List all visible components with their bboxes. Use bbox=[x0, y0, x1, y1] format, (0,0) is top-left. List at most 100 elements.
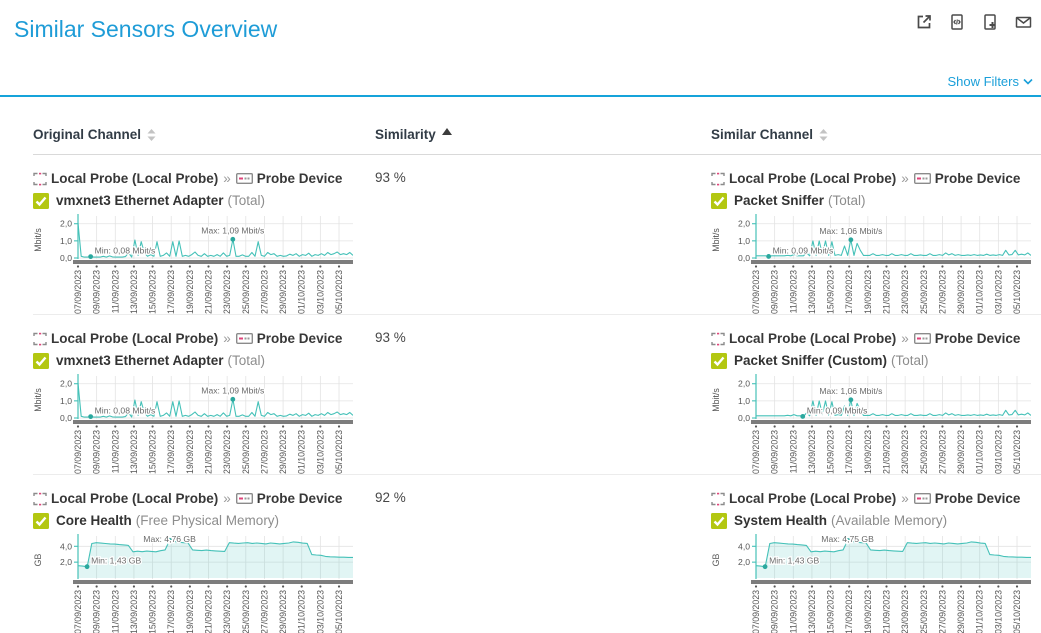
column-header-similar-channel[interactable]: Similar Channel bbox=[711, 127, 1041, 142]
svg-text:15/09/2023: 15/09/2023 bbox=[826, 270, 836, 314]
table-body: Local Probe (Local Probe) » Probe Device bbox=[33, 155, 1041, 633]
svg-text:13/09/2023: 13/09/2023 bbox=[807, 270, 817, 314]
svg-text:07/09/2023: 07/09/2023 bbox=[751, 590, 761, 633]
breadcrumb: Local Probe (Local Probe) » Probe Device bbox=[33, 490, 375, 507]
device-name[interactable]: Probe Device bbox=[934, 331, 1021, 346]
breadcrumb-separator: » bbox=[901, 491, 909, 506]
svg-text:GB: GB bbox=[33, 554, 43, 567]
breadcrumb-separator: » bbox=[223, 331, 231, 346]
probe-name[interactable]: Local Probe (Local Probe) bbox=[729, 171, 897, 186]
device-name[interactable]: Probe Device bbox=[256, 171, 343, 186]
device-name[interactable]: Probe Device bbox=[256, 491, 343, 506]
email-icon bbox=[1014, 13, 1033, 31]
sensor-name[interactable]: vmxnet3 Ethernet Adapter bbox=[56, 193, 224, 208]
svg-text:0,0: 0,0 bbox=[738, 253, 750, 263]
sort-asc-icon bbox=[441, 128, 452, 135]
probe-name[interactable]: Local Probe (Local Probe) bbox=[729, 331, 897, 346]
svg-text:07/09/2023: 07/09/2023 bbox=[751, 270, 761, 314]
mini-graph[interactable]: 07/09/2023 09/09/2023 11/09/2023 13/09/2023… bbox=[711, 372, 1031, 475]
svg-text:27/09/2023: 27/09/2023 bbox=[259, 430, 269, 474]
sensor-name[interactable]: System Health bbox=[734, 513, 828, 528]
svg-text:1,0: 1,0 bbox=[60, 236, 72, 246]
open-external-button[interactable] bbox=[914, 12, 934, 32]
column-header-similarity[interactable]: Similarity bbox=[375, 127, 711, 142]
mini-graph[interactable]: 07/09/2023 09/09/2023 11/09/2023 13/09/2023… bbox=[711, 212, 1031, 315]
sensor-name[interactable]: Packet Sniffer bbox=[734, 193, 825, 208]
svg-text:25/09/2023: 25/09/2023 bbox=[241, 430, 251, 474]
sensor-ok-icon bbox=[711, 192, 727, 209]
channel-name: (Free Physical Memory) bbox=[135, 513, 280, 528]
device-icon bbox=[235, 493, 253, 504]
svg-text:17/09/2023: 17/09/2023 bbox=[166, 270, 176, 314]
column-header-original-channel[interactable]: Original Channel bbox=[33, 127, 375, 142]
svg-text:Mbit/s: Mbit/s bbox=[711, 228, 721, 252]
svg-text:15/09/2023: 15/09/2023 bbox=[148, 270, 158, 314]
device-icon bbox=[913, 333, 931, 344]
similarity-cell: 93 % bbox=[375, 330, 711, 474]
probe-icon bbox=[33, 172, 47, 186]
sensor-name[interactable]: vmxnet3 Ethernet Adapter bbox=[56, 353, 224, 368]
svg-text:01/10/2023: 01/10/2023 bbox=[975, 590, 985, 633]
svg-text:09/09/2023: 09/09/2023 bbox=[92, 430, 102, 474]
svg-text:0,0: 0,0 bbox=[60, 413, 72, 423]
svg-text:Mbit/s: Mbit/s bbox=[33, 388, 43, 412]
svg-text:2,0: 2,0 bbox=[738, 379, 750, 389]
similar-channel-cell: Local Probe (Local Probe) » Probe Device bbox=[711, 170, 1041, 315]
svg-text:03/10/2023: 03/10/2023 bbox=[315, 590, 325, 633]
sort-both-icon bbox=[819, 128, 828, 141]
breadcrumb: Local Probe (Local Probe) » Probe Device bbox=[711, 330, 1041, 347]
svg-text:4,0: 4,0 bbox=[60, 541, 72, 551]
svg-text:17/09/2023: 17/09/2023 bbox=[844, 430, 854, 474]
svg-text:11/09/2023: 11/09/2023 bbox=[110, 430, 120, 473]
svg-text:21/09/2023: 21/09/2023 bbox=[882, 590, 892, 633]
mini-graph[interactable]: 07/09/2023 09/09/2023 11/09/2023 13/09/2023… bbox=[711, 532, 1031, 633]
svg-text:13/09/2023: 13/09/2023 bbox=[129, 430, 139, 474]
svg-text:Mbit/s: Mbit/s bbox=[33, 228, 43, 252]
sensor-ok-icon bbox=[711, 512, 727, 529]
svg-text:2,0: 2,0 bbox=[60, 379, 72, 389]
svg-text:09/09/2023: 09/09/2023 bbox=[92, 270, 102, 314]
add-report-button[interactable] bbox=[980, 12, 1000, 32]
xml-view-button[interactable] bbox=[947, 12, 967, 32]
mini-graph[interactable]: 07/09/2023 09/09/2023 11/09/2023 13/09/2023… bbox=[33, 212, 353, 315]
device-name[interactable]: Probe Device bbox=[934, 491, 1021, 506]
probe-name[interactable]: Local Probe (Local Probe) bbox=[51, 331, 219, 346]
device-name[interactable]: Probe Device bbox=[256, 331, 343, 346]
channel-name: (Available Memory) bbox=[831, 513, 948, 528]
probe-icon bbox=[33, 332, 47, 346]
svg-text:23/09/2023: 23/09/2023 bbox=[900, 430, 910, 474]
table-header-row: Original Channel Similarity Similar Chan… bbox=[33, 97, 1041, 155]
svg-text:19/09/2023: 19/09/2023 bbox=[185, 270, 195, 314]
probe-name[interactable]: Local Probe (Local Probe) bbox=[729, 491, 897, 506]
email-button[interactable] bbox=[1013, 12, 1033, 32]
device-name[interactable]: Probe Device bbox=[934, 171, 1021, 186]
svg-text:29/09/2023: 29/09/2023 bbox=[278, 270, 288, 314]
probe-name[interactable]: Local Probe (Local Probe) bbox=[51, 491, 219, 506]
svg-text:07/09/2023: 07/09/2023 bbox=[73, 430, 83, 474]
svg-text:13/09/2023: 13/09/2023 bbox=[807, 590, 817, 633]
similarity-value: 92 % bbox=[375, 490, 406, 505]
mini-graph[interactable]: 07/09/2023 09/09/2023 11/09/2023 13/09/2023… bbox=[33, 372, 353, 475]
svg-text:Max: 1,09 Mbit/s: Max: 1,09 Mbit/s bbox=[201, 385, 264, 395]
svg-text:27/09/2023: 27/09/2023 bbox=[937, 430, 947, 474]
sensor-line: Core Health (Free Physical Memory) bbox=[33, 512, 375, 529]
svg-text:Max: 1,09 Mbit/s: Max: 1,09 Mbit/s bbox=[201, 225, 264, 235]
probe-name[interactable]: Local Probe (Local Probe) bbox=[51, 171, 219, 186]
svg-text:25/09/2023: 25/09/2023 bbox=[919, 430, 929, 474]
svg-text:29/09/2023: 29/09/2023 bbox=[956, 430, 966, 474]
mini-graph[interactable]: 07/09/2023 09/09/2023 11/09/2023 13/09/2023… bbox=[33, 532, 353, 633]
sensor-line: vmxnet3 Ethernet Adapter (Total) bbox=[33, 352, 375, 369]
show-filters-link[interactable]: Show Filters bbox=[947, 74, 1033, 89]
breadcrumb-separator: » bbox=[901, 331, 909, 346]
svg-text:09/09/2023: 09/09/2023 bbox=[770, 430, 780, 474]
svg-text:05/10/2023: 05/10/2023 bbox=[334, 270, 344, 314]
breadcrumb: Local Probe (Local Probe) » Probe Device bbox=[711, 170, 1041, 187]
channel-name: (Total) bbox=[227, 353, 266, 368]
sensor-name[interactable]: Core Health bbox=[56, 513, 132, 528]
svg-text:27/09/2023: 27/09/2023 bbox=[937, 270, 947, 314]
svg-text:Mbit/s: Mbit/s bbox=[711, 388, 721, 412]
sensor-name[interactable]: Packet Sniffer (Custom) bbox=[734, 353, 888, 368]
svg-text:0,0: 0,0 bbox=[738, 413, 750, 423]
svg-text:07/09/2023: 07/09/2023 bbox=[73, 590, 83, 633]
